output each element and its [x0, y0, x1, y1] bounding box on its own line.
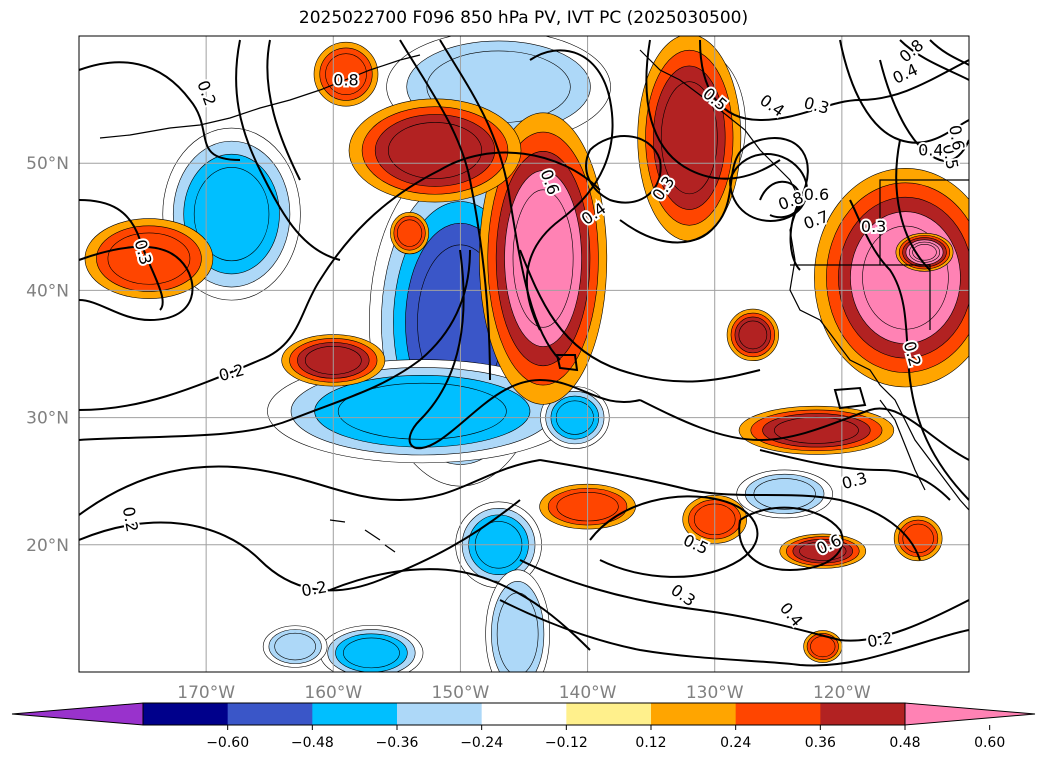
aleutian-islands — [99, 54, 421, 139]
lat-tick-label: 20°N — [26, 536, 69, 556]
colorbar: −0.60 −0.48 −0.36 −0.24 −0.12 0.12 0.24 0.36 0.4… — [11, 702, 1036, 751]
state-border — [880, 264, 931, 330]
pv-anomaly-region — [193, 167, 270, 262]
colorbar-segment — [227, 703, 313, 725]
contour-line — [759, 449, 951, 501]
colorbar-segment — [397, 703, 483, 725]
colorbar-segment — [566, 703, 652, 725]
pv-anomaly-region — [660, 81, 718, 195]
contour-line — [519, 559, 969, 642]
lat-tick-label: 50°N — [26, 154, 69, 174]
coastlines — [99, 49, 969, 553]
contour-label: 0.4 — [918, 140, 943, 159]
contour-line — [585, 135, 662, 204]
colorbar-tick-label: −0.48 — [291, 735, 334, 751]
lon-tick-label: 120°W — [813, 683, 871, 703]
colorbar-segment — [312, 703, 398, 725]
pv-anomaly-region — [512, 189, 574, 328]
lon-tick-label: 130°W — [686, 683, 744, 703]
chart-title: 2025022700 F096 850 hPa PV, IVT PC (2025… — [298, 8, 749, 28]
contour-line — [833, 386, 867, 410]
contour-line — [408, 249, 641, 450]
colorbar-tick-label: −0.12 — [545, 735, 588, 751]
colorbar-tick-label: −0.36 — [376, 735, 419, 751]
contour-label: 0.6 — [804, 185, 829, 204]
contour-line — [79, 245, 194, 322]
colorbar-tick-label: 0.48 — [889, 735, 920, 751]
colorbar-tick-label: 0.24 — [720, 735, 751, 751]
lat-tick-label: 30°N — [26, 409, 69, 429]
axis-tick-labels: 50°N 40°N 30°N 20°N 170°W 160°W 150°W 140°W 130°… — [26, 154, 871, 703]
contour-line — [555, 354, 579, 372]
contour-line — [699, 39, 969, 122]
colorbar-tick-label: 0.36 — [805, 735, 836, 751]
baja-coast — [879, 399, 926, 491]
contour-line — [738, 506, 844, 572]
pv-anomaly-region — [107, 232, 191, 285]
hawaii-islands — [329, 519, 396, 553]
contour-line — [645, 39, 781, 180]
pv-anomaly-region — [343, 637, 400, 669]
lon-tick-label: 150°W — [432, 683, 490, 703]
pv-anomaly-region — [337, 382, 507, 440]
contour-line — [329, 568, 591, 651]
contour-line — [895, 139, 931, 271]
colorbar-tick-label: 0.60 — [974, 735, 1005, 751]
contour-line — [399, 39, 491, 381]
contour-line — [266, 39, 301, 181]
colorbar-segment — [820, 703, 906, 725]
colorbar-segment — [143, 703, 229, 725]
pv-anomaly-region — [396, 219, 423, 247]
ivt-contour-lines — [79, 39, 969, 667]
contour-line — [759, 180, 802, 219]
contour-line — [839, 39, 969, 144]
contour-line — [79, 199, 164, 311]
lon-tick-label: 170°W — [177, 683, 235, 703]
contour-line — [899, 39, 969, 81]
lon-tick-label: 160°W — [304, 683, 362, 703]
pv-anomaly-region — [387, 122, 483, 179]
pv-anomaly-region — [753, 478, 816, 510]
colorbar-tick-label: −0.24 — [460, 735, 503, 751]
colorbar-extend-min — [11, 702, 144, 726]
contour-line — [79, 249, 471, 441]
contour-line — [639, 399, 969, 461]
state-border — [790, 179, 969, 266]
contour-label: 0.8 — [333, 71, 358, 90]
contour-line — [539, 459, 921, 561]
pv-anomaly-region — [274, 632, 316, 661]
contour-label: 0.3 — [861, 217, 886, 236]
north-america-coast — [639, 49, 969, 511]
colorbar-tick-label: 0.12 — [635, 735, 666, 751]
contour-line — [729, 153, 809, 222]
colorbar-extend-max — [904, 702, 1036, 726]
pv-anomaly-region — [496, 592, 539, 672]
contour-line — [849, 199, 969, 501]
pv-anomaly-region — [810, 636, 836, 658]
pv-anomaly-region — [738, 320, 768, 350]
contour-line — [79, 459, 541, 516]
colorbar-segment — [651, 703, 737, 725]
colorbar-segment — [481, 703, 567, 725]
colorbar-tick-label: −0.60 — [206, 735, 249, 751]
contour-line — [519, 249, 761, 383]
contour-line — [79, 499, 521, 592]
contour-line — [235, 39, 341, 261]
map-frame — [78, 35, 970, 673]
lon-tick-label: 140°W — [559, 683, 617, 703]
pv-anomaly-region — [325, 53, 367, 95]
colorbar-segment — [735, 703, 821, 725]
contour-line — [589, 495, 759, 578]
lat-tick-label: 40°N — [26, 281, 69, 301]
contour-line — [79, 61, 241, 161]
contour-label: 0.6 — [945, 123, 968, 151]
contour-line — [879, 59, 969, 162]
colorbar-frame — [142, 702, 906, 726]
contour-line — [929, 39, 969, 66]
